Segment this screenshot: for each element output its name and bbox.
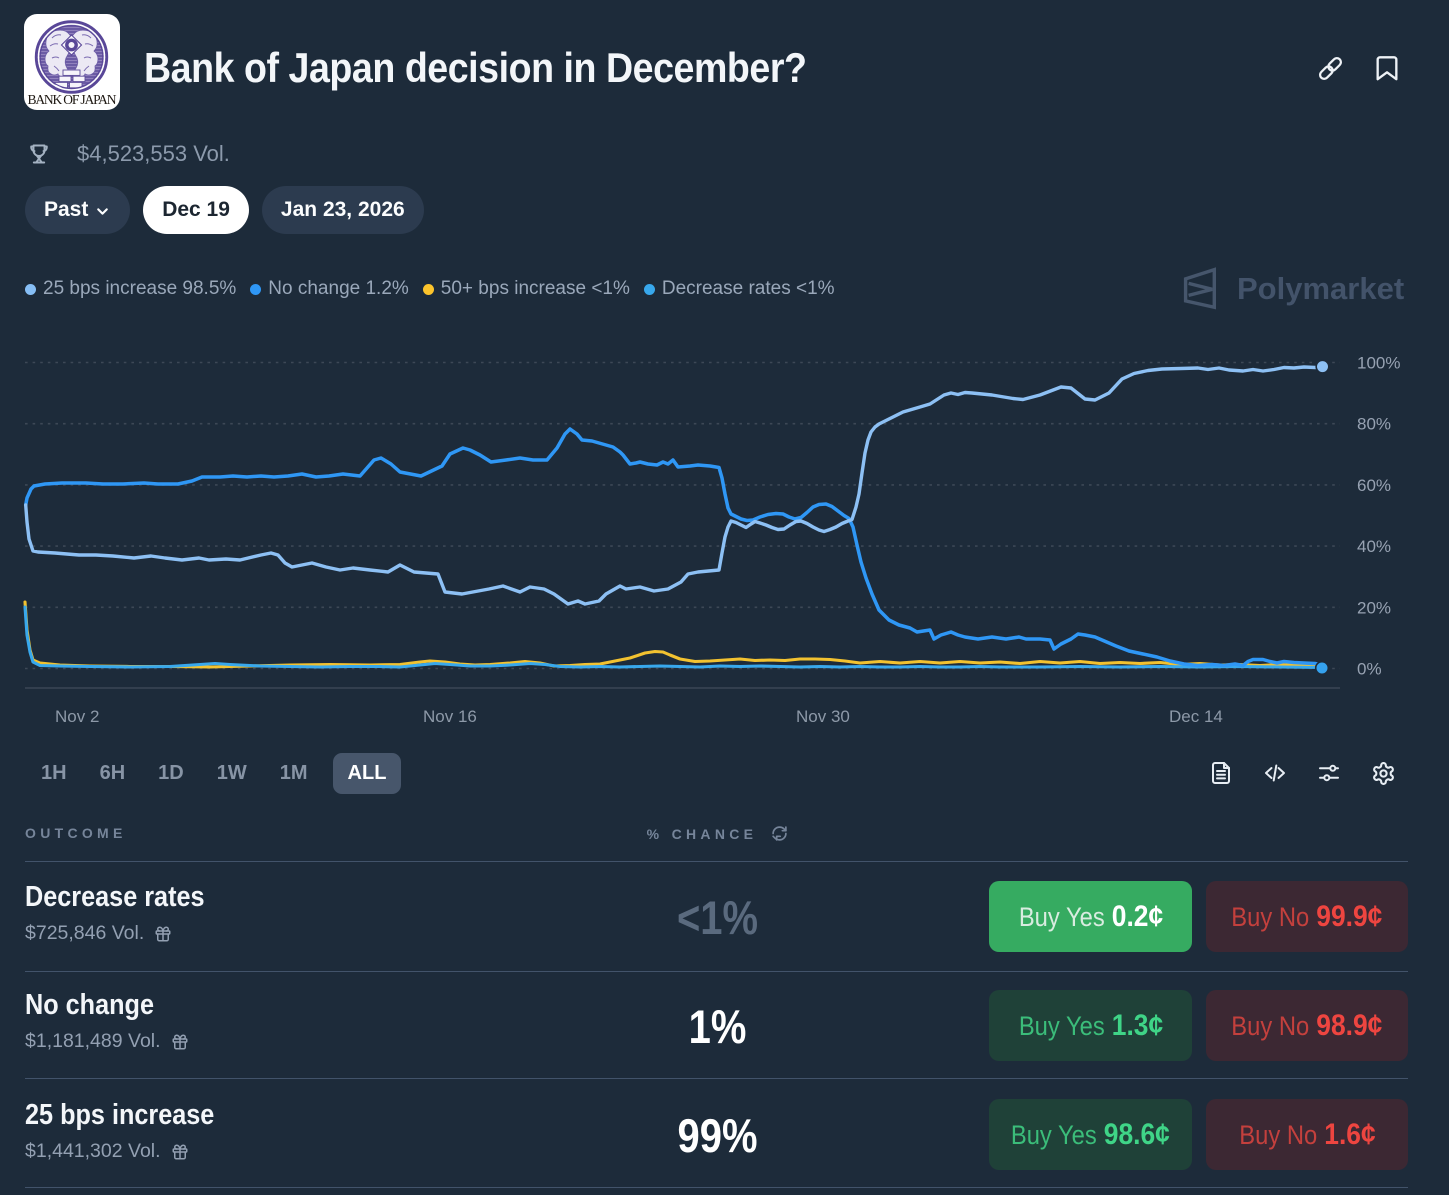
svg-text:80%: 80%	[1357, 415, 1391, 434]
svg-text:60%: 60%	[1357, 476, 1391, 495]
svg-text:BANK OF JAPAN: BANK OF JAPAN	[28, 92, 117, 107]
svg-text:20%: 20%	[1357, 598, 1391, 617]
svg-text:40%: 40%	[1357, 537, 1391, 556]
svg-text:0%: 0%	[1357, 660, 1382, 679]
svg-text:Nov 30: Nov 30	[796, 707, 850, 726]
svg-text:Polymarket: Polymarket	[1237, 271, 1404, 306]
svg-text:100%: 100%	[1357, 354, 1400, 373]
svg-text:Nov 2: Nov 2	[55, 707, 99, 726]
svg-text:Nov 16: Nov 16	[423, 707, 477, 726]
svg-text:Dec 14: Dec 14	[1169, 707, 1223, 726]
